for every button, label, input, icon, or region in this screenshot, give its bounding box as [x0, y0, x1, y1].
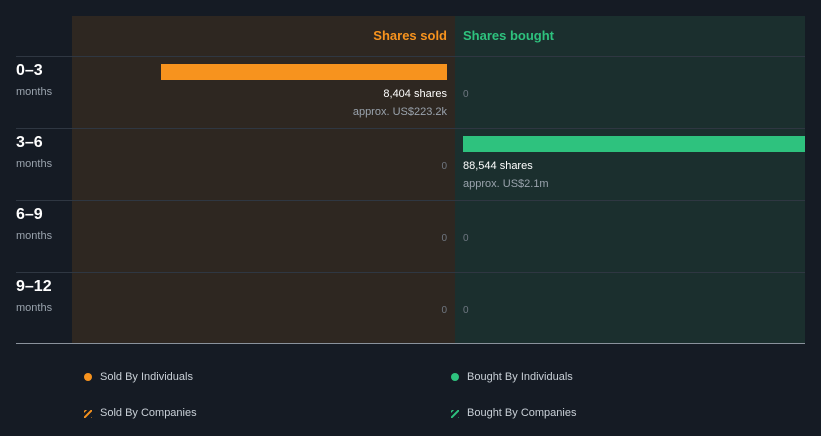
legend-sold-companies: Sold By Companies	[80, 407, 197, 422]
sold-zero-label: 0	[441, 305, 447, 316]
period-unit: months	[16, 86, 53, 98]
sold-zero-label: 0	[441, 161, 447, 172]
bought-zero-label: 0	[463, 233, 469, 244]
green-hatch-icon	[447, 408, 463, 422]
sold-approx-value: approx. US$223.2k	[352, 106, 447, 118]
legend-label: Sold By Individuals	[100, 371, 193, 383]
bought-zero-label: 0	[463, 305, 469, 316]
legend-label: Bought By Individuals	[467, 371, 573, 383]
sold-shares-label: 8,404 shares	[383, 88, 447, 100]
bought-bar-3-6	[463, 136, 805, 152]
shares-sold-header: Shares sold	[373, 28, 447, 43]
period-unit: months	[16, 302, 53, 314]
bottom-axis-line	[16, 343, 805, 344]
bought-approx-value: approx. US$2.1m	[463, 178, 549, 190]
sold-bar-0-3	[161, 64, 447, 80]
legend-label: Sold By Companies	[100, 407, 197, 419]
row-divider	[16, 200, 805, 201]
orange-dot-icon	[84, 373, 92, 381]
period-label: 9–12	[16, 278, 52, 295]
period-label: 6–9	[16, 206, 43, 223]
period-label: 3–6	[16, 134, 43, 151]
row-divider	[16, 272, 805, 273]
period-unit: months	[16, 158, 53, 170]
bought-panel	[455, 16, 805, 343]
bought-zero-label: 0	[463, 89, 469, 100]
legend-bought-individuals: Bought By Individuals	[451, 371, 573, 383]
legend-label: Bought By Companies	[467, 407, 577, 419]
shares-bought-header: Shares bought	[463, 28, 555, 43]
period-unit: months	[16, 230, 53, 242]
green-dot-icon	[451, 373, 459, 381]
legend-bought-companies: Bought By Companies	[447, 407, 577, 422]
row-divider	[16, 128, 805, 129]
period-label: 0–3	[16, 62, 43, 79]
sold-zero-label: 0	[441, 233, 447, 244]
bought-shares-label: 88,544 shares	[463, 160, 533, 172]
orange-hatch-icon	[80, 408, 96, 422]
legend-sold-individuals: Sold By Individuals	[84, 371, 193, 383]
row-divider	[16, 56, 805, 57]
